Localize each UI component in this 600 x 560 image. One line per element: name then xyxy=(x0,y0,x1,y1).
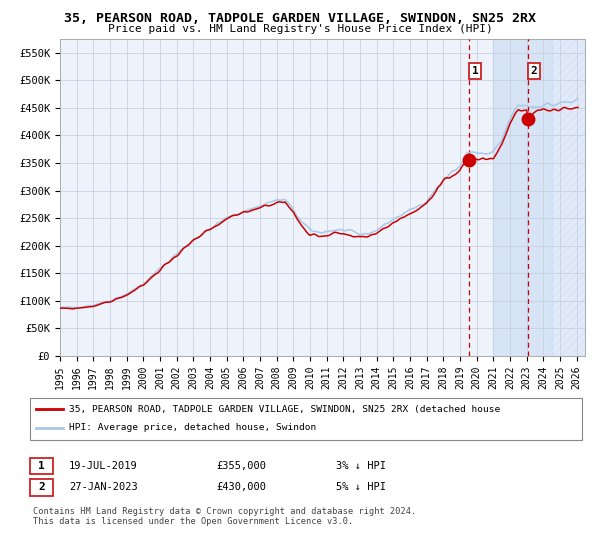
Text: 35, PEARSON ROAD, TADPOLE GARDEN VILLAGE, SWINDON, SN25 2RX: 35, PEARSON ROAD, TADPOLE GARDEN VILLAGE… xyxy=(64,12,536,25)
Bar xyxy=(551,39,585,356)
Text: 1: 1 xyxy=(38,461,45,471)
Text: 2: 2 xyxy=(38,482,45,492)
Text: 35, PEARSON ROAD, TADPOLE GARDEN VILLAGE, SWINDON, SN25 2RX (detached house: 35, PEARSON ROAD, TADPOLE GARDEN VILLAGE… xyxy=(69,405,500,414)
Text: 2: 2 xyxy=(530,66,537,76)
Text: HPI: Average price, detached house, Swindon: HPI: Average price, detached house, Swin… xyxy=(69,423,316,432)
Text: Price paid vs. HM Land Registry's House Price Index (HPI): Price paid vs. HM Land Registry's House … xyxy=(107,24,493,34)
Text: £430,000: £430,000 xyxy=(216,482,266,492)
Bar xyxy=(493,39,551,356)
Text: 3% ↓ HPI: 3% ↓ HPI xyxy=(336,461,386,471)
Text: 1: 1 xyxy=(472,66,478,76)
Text: 27-JAN-2023: 27-JAN-2023 xyxy=(69,482,138,492)
Text: 5% ↓ HPI: 5% ↓ HPI xyxy=(336,482,386,492)
Text: 19-JUL-2019: 19-JUL-2019 xyxy=(69,461,138,471)
Text: Contains HM Land Registry data © Crown copyright and database right 2024.
This d: Contains HM Land Registry data © Crown c… xyxy=(33,507,416,526)
Text: £355,000: £355,000 xyxy=(216,461,266,471)
